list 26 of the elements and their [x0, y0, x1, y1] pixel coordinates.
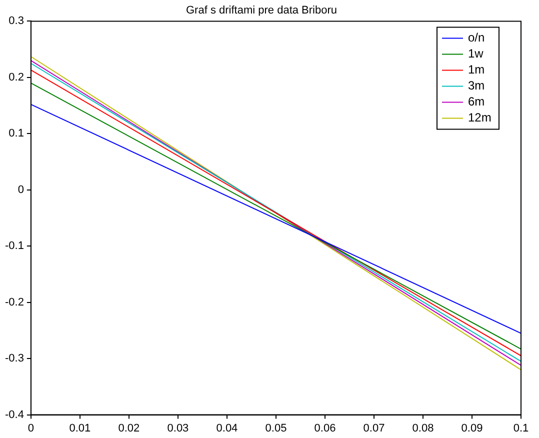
y-tick-label: 0.2 — [8, 71, 24, 84]
legend-label: 1m — [468, 62, 485, 77]
legend-label: o/n — [468, 30, 485, 45]
x-tick-label: 0.03 — [167, 422, 189, 434]
x-tick-label: 0.1 — [513, 422, 529, 434]
y-tick-label: 0.3 — [8, 15, 24, 28]
x-tick-label: 0.04 — [216, 422, 238, 434]
chart-title: Graf s driftami pre data Briboru — [186, 4, 338, 17]
y-tick-label: -0.2 — [4, 296, 24, 308]
legend-label: 6m — [468, 94, 485, 109]
legend-label: 3m — [468, 78, 485, 93]
y-tick-label: -0.3 — [4, 352, 24, 365]
x-tick-label: 0.09 — [461, 422, 483, 434]
y-tick-label: 0 — [18, 184, 24, 196]
legend-label: 12m — [468, 110, 492, 125]
x-tick-label: 0.06 — [314, 422, 336, 434]
legend-label: 1w — [468, 46, 484, 61]
x-tick-label: 0.08 — [412, 422, 434, 434]
x-tick-label: 0.05 — [265, 422, 287, 434]
y-tick-label: -0.4 — [4, 408, 24, 421]
x-tick-label: 0.02 — [118, 422, 140, 434]
y-tick-label: 0.1 — [8, 128, 24, 140]
y-tick-label: -0.1 — [4, 240, 24, 252]
x-tick-label: 0.01 — [69, 422, 91, 434]
x-tick-label: 0 — [28, 422, 34, 434]
x-tick-label: 0.07 — [363, 422, 385, 434]
